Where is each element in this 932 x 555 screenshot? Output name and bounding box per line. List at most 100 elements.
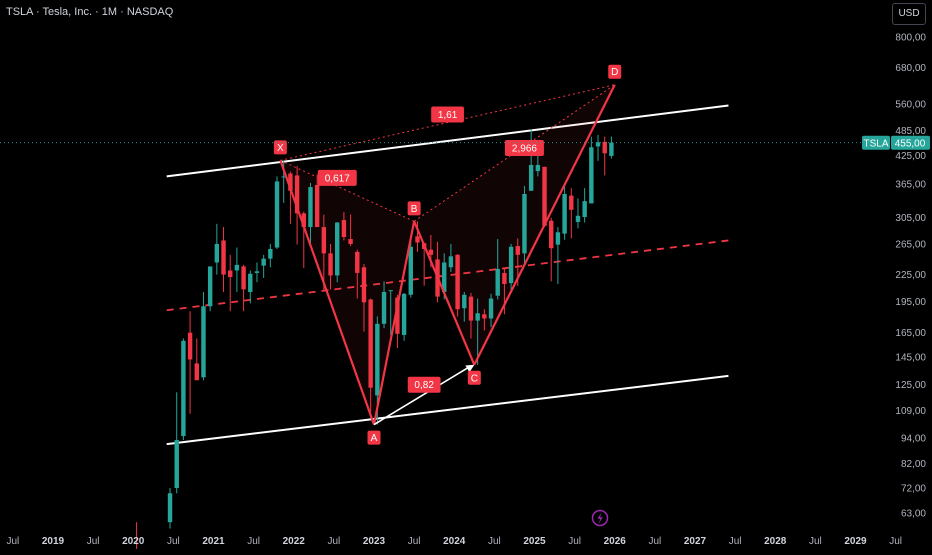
candle [488, 293, 494, 328]
candle [274, 176, 280, 249]
candle [448, 243, 454, 273]
candle [401, 292, 407, 341]
price-tag-value-bg [891, 135, 930, 150]
candle [335, 221, 340, 283]
candle [174, 392, 179, 494]
price-tag-symbol: TSLA [863, 139, 888, 150]
candle [595, 135, 601, 161]
svg-text:B: B [411, 204, 418, 215]
x-tick-label: Jul [729, 536, 742, 547]
mid-channel-line[interactable] [166, 239, 729, 312]
candle [214, 223, 220, 275]
x-tick-label: 2025 [523, 536, 546, 547]
candle [609, 136, 614, 159]
pattern-leg-cd[interactable] [473, 84, 616, 366]
ac-arrow-line [373, 365, 471, 426]
y-tick-label: 265,00 [895, 239, 926, 250]
candle [582, 188, 587, 223]
candle [468, 292, 474, 339]
x-tick-label: 2022 [283, 536, 306, 547]
y-tick-label: 63,00 [901, 509, 926, 520]
pattern-leg-ab[interactable] [372, 221, 416, 425]
pattern-point-a[interactable]: A [367, 430, 381, 445]
ratio-label[interactable]: 0,82 [407, 376, 441, 393]
price-tag-symbol-bg [862, 135, 890, 150]
candle [234, 247, 240, 293]
candle [408, 236, 413, 298]
ratio-label[interactable]: 1,61 [431, 106, 464, 123]
price-tag-value: 455,00 [895, 139, 926, 150]
pattern-point-d[interactable]: D [608, 64, 622, 79]
candle [528, 129, 534, 191]
pattern-point-x[interactable]: X [273, 140, 287, 155]
x-tick-label: Jul [889, 536, 902, 547]
candle [462, 292, 467, 322]
svg-text:A: A [371, 433, 378, 444]
candle [555, 227, 561, 284]
candle [415, 221, 420, 252]
candle [482, 309, 487, 331]
candle [194, 338, 199, 381]
candle [221, 227, 226, 293]
y-tick-label: 125,00 [895, 380, 926, 391]
candle [288, 171, 293, 224]
x-tick-label: Jul [167, 536, 180, 547]
x-tick-label: Jul [488, 536, 501, 547]
y-tick-label: 680,00 [895, 63, 926, 74]
x-tick-label: Jul [568, 536, 581, 547]
x-tick-label: 2019 [42, 536, 65, 547]
x-tick-label: 2026 [604, 536, 627, 547]
x-tick-label: 2027 [684, 536, 707, 547]
upper-channel-line[interactable] [166, 104, 729, 178]
x-tick-label: Jul [87, 536, 100, 547]
svg-text:1,61: 1,61 [438, 110, 458, 121]
x-tick-label: 2021 [202, 536, 225, 547]
candle [562, 182, 567, 240]
x-tick-label: Jul [6, 536, 19, 547]
y-tick-label: 145,00 [895, 352, 926, 363]
candle [187, 311, 193, 414]
candle [328, 243, 333, 290]
price-axis[interactable]: 800,00 680,00 560,00 485,00 425,00 365,00 305,… [895, 33, 926, 520]
lower-channel-line[interactable] [166, 374, 729, 446]
svg-text:D: D [611, 67, 618, 78]
y-tick-label: 225,00 [895, 270, 926, 281]
ratio-line-xd [280, 84, 615, 161]
svg-text:2,966: 2,966 [512, 144, 537, 155]
candle [207, 266, 213, 312]
candle [495, 239, 500, 300]
candle [388, 290, 393, 335]
candle [508, 243, 514, 293]
candle [314, 174, 320, 228]
candle [301, 211, 306, 269]
symbol-header[interactable]: TSLA · Tesla, Inc. · 1M · NASDAQ [6, 6, 174, 18]
candle [355, 249, 360, 299]
y-tick-label: 485,00 [895, 126, 926, 137]
candle [348, 214, 353, 247]
svg-text:C: C [471, 373, 478, 384]
x-tick-label: Jul [809, 536, 822, 547]
time-axis[interactable]: Jul 2019 Jul 2020 Jul 2021 Jul 2022 Jul 2023 Jul 20… [6, 536, 902, 547]
pattern-leg-bc[interactable] [413, 220, 476, 366]
pattern-leg-xa[interactable] [279, 160, 376, 425]
y-tick-label: 195,00 [895, 297, 926, 308]
ratio-label[interactable]: 0,617 [317, 169, 357, 186]
x-tick-label: Jul [408, 536, 421, 547]
y-tick-label: 82,00 [901, 459, 926, 470]
candle [589, 136, 594, 204]
ratio-label[interactable]: 2,966 [504, 140, 544, 157]
candle [381, 281, 387, 329]
svg-text:0,617: 0,617 [325, 173, 350, 184]
y-tick-label: 425,00 [895, 151, 926, 162]
candle [321, 214, 327, 292]
x-tick-label: 2028 [764, 536, 787, 547]
candle [254, 262, 260, 283]
pattern-point-c[interactable]: C [467, 370, 481, 385]
lightning-icon[interactable] [591, 509, 609, 527]
currency-button[interactable]: USD [892, 3, 926, 25]
pattern-point-b[interactable]: B [407, 201, 421, 216]
y-tick-label: 560,00 [895, 99, 926, 110]
